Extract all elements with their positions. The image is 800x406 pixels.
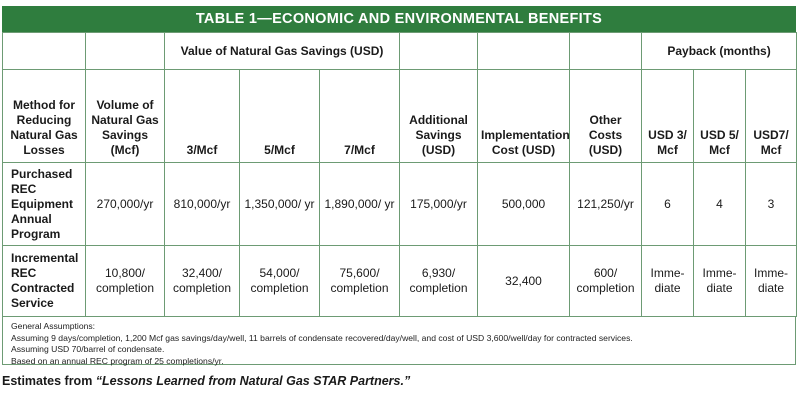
- table-cell: 1,890,000/ yr: [318, 162, 401, 246]
- table-cell: Imme- diate: [641, 245, 695, 317]
- column-header: Implementation Cost (USD): [477, 69, 571, 163]
- column-header: USD 5/ Mcf: [693, 69, 747, 163]
- column-header-row: Method for Reducing Natural Gas Losses V…: [2, 69, 798, 163]
- source-prefix: Estimates from: [2, 374, 96, 388]
- column-header: USD 3/ Mcf: [641, 69, 695, 163]
- table-cell: 75,600/ completion: [318, 245, 401, 317]
- table-cell: 600/ completion: [569, 245, 643, 317]
- note-line: General Assumptions:: [11, 321, 96, 331]
- table-cell: 810,000/yr: [164, 162, 240, 246]
- table-cell: 3: [745, 162, 798, 246]
- note-line: Based on an annual REC program of 25 com…: [11, 355, 224, 366]
- column-header: Volume of Natural Gas Savings (Mcf): [85, 69, 165, 163]
- column-header: 7/Mcf: [318, 69, 401, 163]
- source-title: “Lessons Learned from Natural Gas STAR P…: [95, 374, 411, 388]
- table-cell: 32,400: [477, 245, 571, 317]
- column-header: USD7/ Mcf: [745, 69, 798, 163]
- empty-header-cell: [399, 32, 479, 70]
- table-cell: 1,350,000/ yr: [239, 162, 320, 246]
- column-header: Method for Reducing Natural Gas Losses: [2, 69, 86, 163]
- column-header: 3/Mcf: [164, 69, 240, 163]
- empty-header-cell: [85, 32, 165, 70]
- table-cell: 54,000/ completion: [239, 245, 320, 317]
- table-cell: 270,000/yr: [85, 162, 165, 246]
- table-cell: Imme- diate: [693, 245, 747, 317]
- column-header: 5/Mcf: [239, 69, 320, 163]
- table-cell: 32,400/ completion: [164, 245, 240, 317]
- empty-header-cell: [477, 32, 571, 70]
- table-cell: 500,000: [477, 162, 571, 246]
- table-title: TABLE 1—ECONOMIC AND ENVIRONMENTAL BENEF…: [2, 6, 796, 32]
- value-savings-group-header: Value of Natural Gas Savings (USD): [163, 32, 401, 70]
- group-header-row: Value of Natural Gas Savings (USD) Payba…: [2, 32, 798, 70]
- payback-group-header: Payback (months): [641, 32, 798, 70]
- table-cell: Imme- diate: [745, 245, 798, 317]
- table-cell: 121,250/yr: [569, 162, 643, 246]
- table-row: Incremental REC Contracted Service 10,80…: [2, 245, 798, 317]
- empty-header-cell: [569, 32, 643, 70]
- table-cell: 6: [641, 162, 695, 246]
- row-method-label: Incremental REC Contracted Service: [2, 245, 86, 317]
- table-cell: 6,930/ completion: [399, 245, 479, 317]
- table-cell: 4: [693, 162, 747, 246]
- note-line: Assuming 9 days/completion, 1,200 Mcf ga…: [11, 332, 633, 343]
- source-caption: Estimates from “Lessons Learned from Nat…: [2, 374, 796, 388]
- column-header: Other Costs (USD): [569, 69, 643, 163]
- table-cell: 175,000/yr: [399, 162, 479, 246]
- empty-header-cell: [2, 32, 86, 70]
- column-header: Additional Savings (USD): [399, 69, 479, 163]
- benefits-table-figure: TABLE 1—ECONOMIC AND ENVIRONMENTAL BENEF…: [2, 6, 798, 388]
- benefits-table: Value of Natural Gas Savings (USD) Payba…: [2, 32, 798, 317]
- table-row: Purchased REC Equipment Annual Program 2…: [2, 162, 798, 246]
- assumptions-notes: General Assumptions: Assuming 9 days/com…: [2, 317, 796, 366]
- table-cell: 10,800/ completion: [85, 245, 165, 317]
- row-method-label: Purchased REC Equipment Annual Program: [2, 162, 86, 246]
- note-line: Assuming USD 70/barrel of condensate.: [11, 344, 165, 354]
